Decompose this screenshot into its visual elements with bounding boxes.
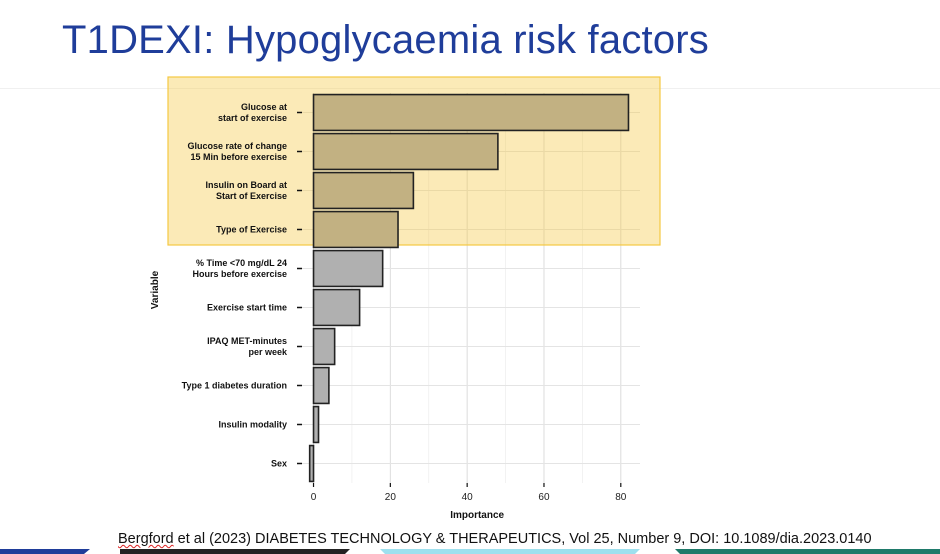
x-axis-label: Importance xyxy=(450,510,504,521)
x-tick-label: 0 xyxy=(311,492,317,503)
citation: Bergford et al (2023) DIABETES TECHNOLOG… xyxy=(118,531,872,547)
x-tick-label: 80 xyxy=(615,492,627,503)
bar xyxy=(312,132,499,171)
category-label: Glucose rate of change 15 Min before exer… xyxy=(187,141,287,162)
category-label: Type 1 diabetes duration xyxy=(182,381,287,391)
bar xyxy=(308,444,315,483)
bar xyxy=(312,249,384,288)
x-tick-label: 40 xyxy=(462,492,474,503)
bar xyxy=(312,366,330,405)
bar xyxy=(312,93,630,132)
chart-bars xyxy=(308,93,630,483)
chart-axes xyxy=(297,111,622,487)
x-tick-label: 60 xyxy=(538,492,550,503)
chart-category-labels: Glucose at start of exercise Glucose rate … xyxy=(182,102,288,469)
divider-line xyxy=(0,88,940,89)
category-label: Type of Exercise xyxy=(216,225,287,235)
footer-accent-bar xyxy=(0,549,940,554)
bar xyxy=(312,210,399,249)
bar xyxy=(312,171,415,210)
category-label: % Time <70 mg/dL 24 Hours before exercise xyxy=(192,258,287,279)
y-axis-label: Variable xyxy=(150,270,161,309)
category-label: Insulin modality xyxy=(218,420,287,430)
bar xyxy=(312,288,361,327)
bar xyxy=(312,405,320,444)
chart-x-ticks: 0 20 40 60 80 xyxy=(311,492,627,503)
x-tick-label: 20 xyxy=(385,492,397,503)
category-label: Glucose at start of exercise xyxy=(218,102,287,123)
citation-text: et al (2023) DIABETES TECHNOLOGY & THERA… xyxy=(173,531,872,547)
bar xyxy=(312,327,336,366)
slide-title: T1DEXI: Hypoglycaemia risk factors xyxy=(62,18,709,62)
category-label: Exercise start time xyxy=(207,303,287,313)
citation-author: Bergford xyxy=(118,531,174,547)
category-label: Insulin on Board at Start of Exercise xyxy=(205,180,287,201)
category-label: Sex xyxy=(271,459,287,469)
category-label: IPAQ MET-minutes per week xyxy=(207,336,288,357)
